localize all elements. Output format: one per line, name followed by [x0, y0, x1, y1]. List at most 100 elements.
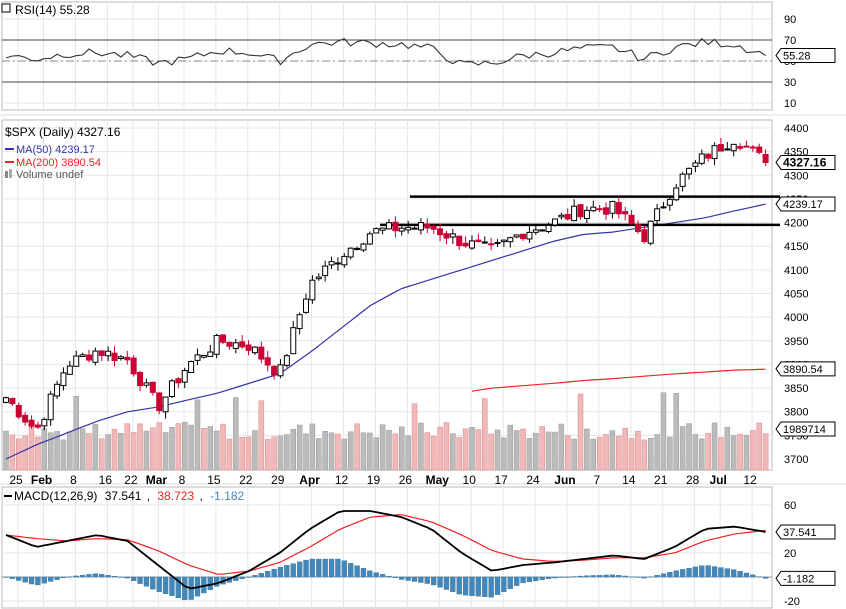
candle-body [654, 208, 661, 222]
volume-bar [552, 431, 558, 471]
volume-bar [686, 423, 692, 471]
candle-body [207, 351, 214, 357]
candle-body [130, 357, 137, 375]
candle-body [66, 365, 73, 375]
x-axis-label: 25 [9, 473, 23, 487]
volume-bar [718, 437, 724, 471]
volume-bar [290, 428, 296, 471]
macd-hist-bar [456, 576, 462, 595]
candle-body [34, 424, 41, 428]
macd-hist-bar [137, 576, 143, 584]
candle-body [430, 225, 437, 230]
macd-hist-bar [450, 576, 456, 592]
volume-bar [67, 431, 73, 471]
macd-hist-bar [35, 576, 41, 586]
price-tick-label: 3700 [784, 454, 808, 466]
macd-hist-bar [482, 576, 488, 597]
candle-body [443, 233, 450, 239]
macd-hist-bar [475, 576, 482, 597]
volume-bar [150, 427, 156, 471]
candle-body [634, 224, 641, 232]
candle-body [743, 145, 750, 148]
candle-body [283, 355, 290, 366]
volume-bar [762, 433, 769, 471]
volume-bar [54, 431, 60, 471]
macd-hist-bar [73, 575, 79, 578]
candle-body [175, 378, 182, 384]
candle-body [628, 214, 635, 225]
candle-body [277, 364, 284, 377]
candle-body [213, 334, 220, 355]
candle-body [22, 414, 29, 423]
volume-bar [3, 430, 9, 471]
candle-body [98, 350, 105, 356]
volume-bar [22, 435, 28, 471]
volume-bar [386, 430, 392, 471]
x-axis-label: 19 [367, 473, 381, 487]
macd-hist-bar [526, 576, 533, 583]
macd-hist-bar [507, 576, 513, 589]
macd-hist-bar [552, 576, 558, 579]
candle-body [577, 204, 584, 218]
volume-bar [60, 439, 67, 471]
macd-hist-bar [271, 568, 277, 578]
candle-body [647, 220, 654, 244]
macd-hist-bar [265, 570, 271, 578]
candle-body [143, 382, 150, 386]
macd-hist-bar [118, 576, 124, 578]
macd-hist-bar [277, 566, 284, 578]
volume-bar [194, 399, 201, 471]
macd-hist-bar [622, 575, 628, 578]
candle-body [756, 146, 763, 153]
candle-body [117, 356, 124, 359]
macd-hist-bar [60, 576, 67, 579]
volume-bar [692, 434, 699, 471]
macd-hist-bar [762, 576, 769, 579]
candle-body [488, 243, 495, 246]
candle-body [194, 354, 201, 361]
volume-bar [264, 439, 271, 471]
candle-body [200, 354, 207, 358]
candle-body [309, 279, 316, 301]
volume-bar [622, 427, 628, 471]
macd-label: MACD(12,26,9) [14, 489, 97, 503]
candle-body [354, 247, 361, 250]
candle-body [328, 261, 335, 266]
macd-hist-value: -1.182 [210, 489, 244, 503]
macd-hist-bar [41, 576, 47, 584]
volume-bar [513, 430, 520, 471]
volume-bar [169, 427, 175, 471]
macd-hist-bar [558, 576, 564, 578]
price-tick-label: 4100 [784, 265, 808, 277]
volume-bar [207, 426, 214, 471]
volume-bar [35, 436, 41, 471]
volume-bar [667, 436, 673, 471]
volume-bar [92, 423, 99, 471]
volume-bar [609, 430, 616, 471]
macd-hist-bar [539, 576, 545, 581]
macd-hist-bar [584, 575, 590, 578]
candle-body [481, 241, 488, 244]
hist-value-box: -1.182 [783, 573, 814, 585]
candle-body [9, 397, 16, 405]
candle-body [245, 344, 252, 351]
rsi-value-box: 55.28 [783, 50, 811, 62]
macd-hist-bar [105, 574, 111, 578]
x-axis-label: Mar [146, 473, 168, 487]
macd-hist-bar [635, 576, 641, 578]
candle-body [124, 356, 131, 361]
macd-hist-bar [437, 576, 443, 588]
macd-hist-bar [48, 576, 54, 582]
volume-bar [596, 436, 603, 471]
volume-bar [443, 422, 450, 471]
candle-body [347, 247, 354, 258]
volume-bar [181, 421, 188, 471]
volume-bar [316, 438, 322, 471]
candle-body [762, 154, 769, 163]
candle-body [386, 222, 392, 230]
price-tick-label: 4150 [784, 241, 808, 253]
macd-hist-bar [239, 576, 245, 580]
candle-body [28, 419, 35, 427]
volume-bar [750, 430, 756, 471]
candle-body [475, 239, 482, 243]
